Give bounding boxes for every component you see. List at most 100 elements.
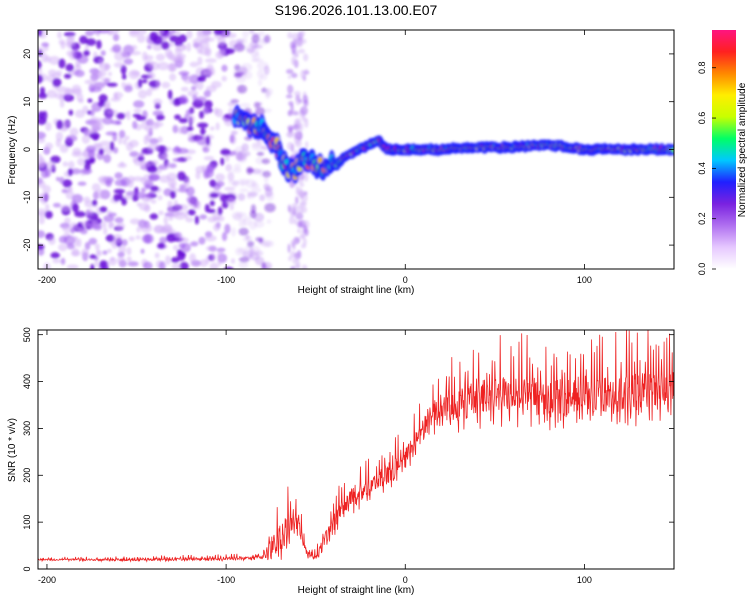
noise-cell bbox=[91, 199, 98, 206]
noise-cell bbox=[190, 241, 199, 247]
snr-ytick-label: 500 bbox=[22, 327, 32, 342]
noise-cell bbox=[63, 94, 71, 99]
noise-cell bbox=[66, 243, 75, 250]
noise-cell bbox=[105, 178, 112, 188]
noise-strip-cell bbox=[304, 119, 309, 128]
noise-cell bbox=[59, 176, 65, 185]
noise-cell bbox=[149, 31, 158, 42]
noise-strip-cell bbox=[294, 118, 302, 124]
noise-cell bbox=[126, 256, 132, 263]
snr-xlabel: Height of straight line (km) bbox=[298, 585, 415, 596]
noise-cell bbox=[98, 58, 104, 68]
noise-cell bbox=[38, 215, 45, 225]
noise-cell bbox=[44, 210, 53, 219]
spectrogram-ytick-label: 10 bbox=[22, 97, 32, 107]
noise-cell bbox=[38, 180, 46, 189]
noise-cell bbox=[128, 236, 135, 242]
noise-cell bbox=[136, 202, 142, 207]
noise-cell bbox=[62, 161, 69, 167]
noise-cell bbox=[140, 248, 145, 254]
noise-strip-cell bbox=[291, 56, 296, 66]
noise-cell bbox=[55, 176, 60, 182]
noise-strip-cell bbox=[287, 32, 293, 39]
snr-xtick-label: 0 bbox=[403, 575, 408, 585]
noise-cell bbox=[206, 163, 216, 171]
noise-cell bbox=[72, 147, 82, 156]
noise-cell bbox=[128, 30, 140, 38]
noise-cell bbox=[113, 146, 119, 154]
colorbar-label: Normalized spectral amplitude bbox=[737, 82, 748, 217]
spectrogram-xlabel: Height of straight line (km) bbox=[298, 285, 415, 296]
noise-cell bbox=[217, 257, 222, 266]
noise-cell bbox=[161, 225, 173, 234]
noise-cell bbox=[92, 69, 98, 77]
noise-strip-cell bbox=[301, 264, 308, 269]
noise-cell bbox=[250, 187, 262, 193]
noise-cell bbox=[179, 261, 189, 269]
noise-cell bbox=[224, 186, 236, 191]
noise-cell bbox=[60, 257, 66, 265]
noise-cell bbox=[227, 171, 235, 182]
noise-cell bbox=[256, 69, 264, 79]
noise-cell bbox=[102, 250, 108, 255]
noise-strip-cell bbox=[285, 132, 294, 138]
noise-cell bbox=[140, 177, 148, 184]
noise-strip-cell bbox=[300, 69, 306, 80]
noise-strip-cell bbox=[294, 50, 299, 58]
noise-cell bbox=[89, 254, 97, 259]
noise-cell bbox=[155, 78, 161, 89]
noise-cell bbox=[163, 152, 169, 160]
noise-cell bbox=[77, 158, 86, 166]
noise-cell bbox=[173, 212, 186, 220]
noise-cell bbox=[256, 151, 265, 157]
noise-cell bbox=[95, 82, 106, 88]
noise-cell bbox=[157, 242, 165, 249]
noise-cell bbox=[158, 210, 164, 216]
noise-cell bbox=[143, 134, 149, 145]
noise-cell bbox=[38, 244, 45, 250]
noise-cell bbox=[257, 101, 263, 107]
noise-cell bbox=[217, 250, 224, 259]
noise-cell bbox=[146, 34, 151, 40]
noise-cell bbox=[257, 78, 263, 87]
noise-cell bbox=[239, 188, 249, 193]
noise-strip-cell bbox=[302, 94, 309, 104]
noise-cell bbox=[185, 217, 194, 223]
noise-cell bbox=[108, 212, 117, 217]
spectrogram-ytick-label: 0 bbox=[22, 147, 32, 152]
noise-cell bbox=[163, 215, 169, 225]
noise-cell bbox=[149, 213, 159, 220]
noise-cell bbox=[93, 142, 102, 148]
noise-cell bbox=[209, 126, 215, 131]
noise-cell bbox=[101, 221, 107, 229]
noise-cell bbox=[107, 71, 112, 77]
noise-cell bbox=[230, 131, 237, 137]
noise-cell bbox=[77, 227, 84, 232]
noise-cell bbox=[38, 111, 45, 120]
noise-cell bbox=[74, 211, 86, 218]
noise-cell bbox=[157, 195, 163, 201]
noise-cell bbox=[248, 220, 258, 230]
noise-cell bbox=[59, 100, 65, 108]
noise-cell bbox=[180, 86, 189, 92]
noise-cell bbox=[44, 142, 54, 150]
noise-cell bbox=[100, 77, 112, 82]
noise-strip-cell bbox=[300, 243, 307, 249]
colorbar-tick-label: 0.8 bbox=[697, 61, 707, 74]
noise-cell bbox=[177, 126, 184, 134]
noise-cell bbox=[159, 175, 171, 183]
carrier-cell bbox=[671, 147, 674, 153]
noise-cell bbox=[232, 150, 238, 155]
noise-cell bbox=[171, 263, 182, 269]
noise-cell bbox=[241, 30, 250, 38]
noise-cell bbox=[238, 261, 249, 269]
noise-strip-cell bbox=[301, 114, 306, 120]
noise-strip-cell bbox=[297, 48, 306, 54]
snr-ylabel: SNR (10 * v/v) bbox=[7, 418, 18, 482]
snr-series-line bbox=[38, 330, 674, 563]
noise-cell bbox=[74, 69, 85, 78]
noise-cell bbox=[173, 56, 185, 65]
noise-cell bbox=[142, 51, 148, 62]
noise-cell bbox=[78, 98, 84, 104]
noise-cell bbox=[64, 217, 71, 225]
